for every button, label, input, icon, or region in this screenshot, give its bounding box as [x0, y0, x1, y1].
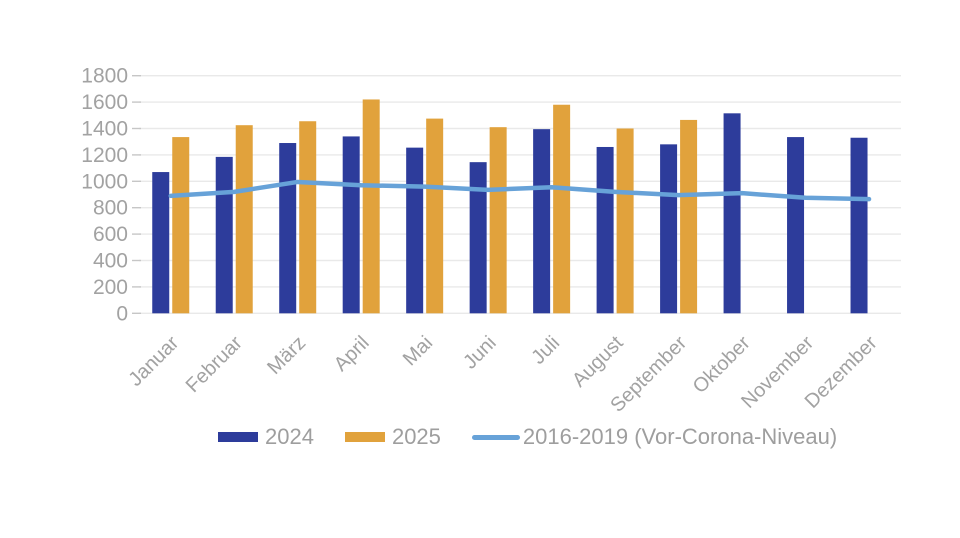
- legend-item-vor-corona: 2016-2019 (Vor-Corona-Niveau): [471, 424, 838, 449]
- legend-swatch-2024: [218, 432, 258, 442]
- legend-line-swatch: [471, 434, 520, 440]
- y-axis-label: 1000: [81, 170, 128, 193]
- y-axis-label: 1800: [81, 65, 128, 88]
- bar-2025-juli: [553, 104, 571, 314]
- bar-2024-januar: [152, 172, 170, 314]
- x-axis-label-februar: Februar: [182, 332, 247, 397]
- x-axis-label-april: April: [330, 332, 374, 376]
- bar-2024-mai: [406, 147, 424, 314]
- trend-line: [168, 179, 872, 202]
- bar-2024-oktober: [723, 113, 741, 314]
- x-axis-label-mai: Mai: [399, 332, 437, 370]
- y-axis-label: 800: [93, 197, 128, 220]
- legend-label-vor-corona: 2016-2019 (Vor-Corona-Niveau): [522, 424, 838, 449]
- legend-item-2024: 2024: [218, 426, 314, 448]
- bar-2024-november: [787, 137, 805, 314]
- legend-label-2024: 2024: [265, 424, 314, 449]
- chart-plot-area: 0 200 400 600 800 1000 1200 1400 1600 1800 JanuarF…: [81, 65, 901, 417]
- bar-2024-märz: [279, 143, 297, 314]
- bar-2024-februar: [215, 156, 233, 314]
- bar-2025-september: [680, 119, 698, 314]
- x-axis-label-oktober: Oktober: [689, 332, 755, 398]
- x-axis-label-januar: Januar: [124, 332, 183, 391]
- bar-2025-april: [362, 99, 380, 314]
- x-axis-label-märz: März: [263, 332, 310, 379]
- bar-2025-mai: [426, 118, 444, 314]
- bar-2025-august: [616, 128, 634, 314]
- chart-legend: 2024 2025 2016-2019 (Vor-Corona-Niveau): [218, 426, 837, 448]
- x-axis-label-august: August: [568, 332, 628, 392]
- bar-2025-januar: [172, 137, 190, 314]
- bar-2024-september: [660, 144, 678, 314]
- bar-2024-april: [342, 136, 360, 314]
- bar-2024-dezember: [850, 137, 868, 314]
- y-axis-label: 0: [116, 302, 128, 325]
- bar-2025-juni: [489, 127, 507, 314]
- y-axis-label: 200: [93, 276, 128, 299]
- y-axis-label: 1600: [81, 91, 128, 114]
- bar-2025-februar: [235, 125, 253, 314]
- y-axis-label: 1200: [81, 144, 128, 167]
- bar-2024-august: [596, 146, 614, 314]
- legend-swatch-2025: [344, 432, 385, 442]
- x-axis-label-juni: Juni: [459, 332, 501, 374]
- y-axis-label: 600: [93, 223, 128, 246]
- bar-2024-juli: [533, 129, 551, 314]
- bar-2025-märz: [299, 121, 317, 314]
- x-axis-label-juli: Juli: [527, 332, 564, 369]
- y-axis-label: 400: [93, 250, 128, 273]
- y-axis-label: 1400: [81, 118, 128, 141]
- legend-label-2025: 2025: [391, 424, 441, 449]
- bar-2024-juni: [469, 162, 487, 314]
- legend-item-2025: 2025: [344, 424, 441, 449]
